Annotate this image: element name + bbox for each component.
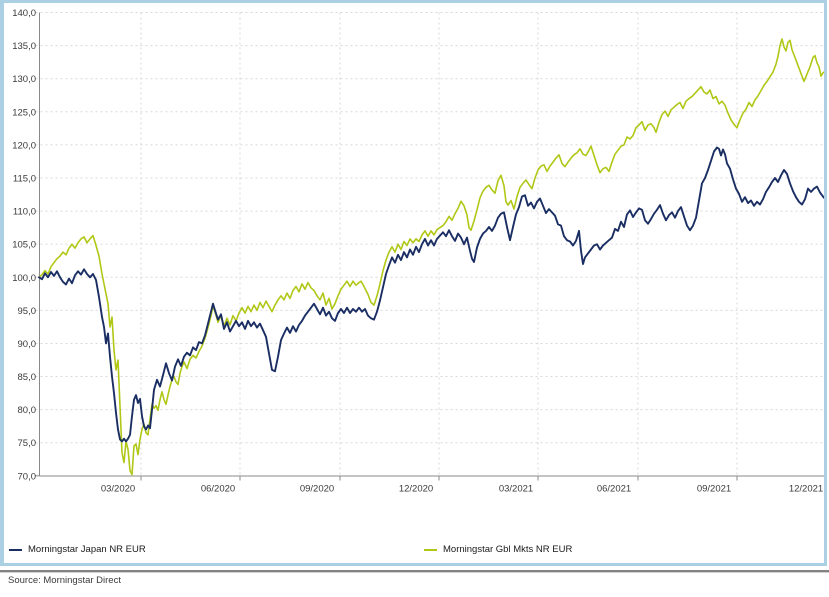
series-lines <box>38 38 824 476</box>
svg-text:06/2021: 06/2021 <box>597 484 631 495</box>
svg-text:95,0: 95,0 <box>18 306 37 317</box>
source-text: Source: Morningstar Direct <box>8 575 121 586</box>
svg-text:12/2020: 12/2020 <box>399 484 433 495</box>
legend-item-japan: Morningstar Japan NR EUR <box>9 544 146 555</box>
svg-text:09/2021: 09/2021 <box>697 484 731 495</box>
svg-text:75,0: 75,0 <box>18 438 37 449</box>
svg-text:100,0: 100,0 <box>12 273 36 284</box>
svg-text:125,0: 125,0 <box>12 107 36 118</box>
svg-text:135,0: 135,0 <box>12 41 36 52</box>
line-chart: 140,0 135,0 130,0 125,0 120,0 115,0 110,0 105,0… <box>12 8 824 495</box>
svg-text:03/2020: 03/2020 <box>101 484 135 495</box>
svg-text:12/2021: 12/2021 <box>789 484 823 495</box>
svg-text:03/2021: 03/2021 <box>499 484 533 495</box>
legend-item-global-markets: Morningstar Gbl Mkts NR EUR <box>424 544 572 555</box>
svg-text:120,0: 120,0 <box>12 140 36 151</box>
svg-text:140,0: 140,0 <box>12 8 36 19</box>
legend-label-japan: Morningstar Japan NR EUR <box>28 544 146 555</box>
gridlines <box>35 12 824 476</box>
y-axis-labels: 140,0 135,0 130,0 125,0 120,0 115,0 110,0 105,0… <box>12 8 36 482</box>
svg-text:70,0: 70,0 <box>18 471 37 482</box>
svg-text:130,0: 130,0 <box>12 74 36 85</box>
divider-line <box>0 570 829 573</box>
legend: Morningstar Japan NR EUR Morningstar Gbl… <box>4 544 824 560</box>
svg-text:80,0: 80,0 <box>18 405 37 416</box>
x-axis-labels: 03/2020 06/2020 09/2020 12/2020 03/2021 06/20… <box>101 484 823 495</box>
svg-text:09/2020: 09/2020 <box>300 484 334 495</box>
axes <box>35 12 824 481</box>
svg-text:06/2020: 06/2020 <box>201 484 235 495</box>
svg-text:85,0: 85,0 <box>18 372 37 383</box>
legend-swatch-japan-icon <box>9 548 22 551</box>
legend-label-global-markets: Morningstar Gbl Mkts NR EUR <box>443 544 573 555</box>
legend-swatch-global-markets-icon <box>424 548 437 551</box>
svg-text:105,0: 105,0 <box>12 240 36 251</box>
svg-text:90,0: 90,0 <box>18 339 37 350</box>
chart-panel: 140,0 135,0 130,0 125,0 120,0 115,0 110,0 105,0… <box>0 0 827 566</box>
svg-text:110,0: 110,0 <box>13 207 36 218</box>
svg-text:115,0: 115,0 <box>13 173 36 184</box>
